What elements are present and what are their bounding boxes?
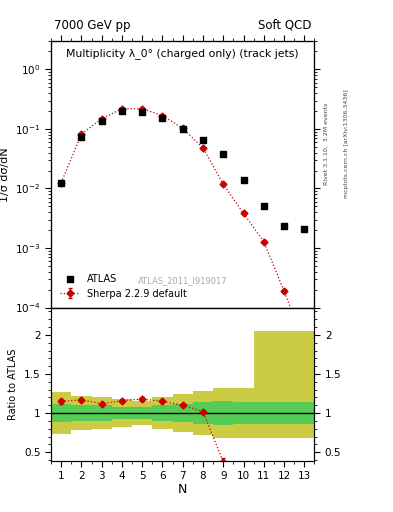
Legend: ATLAS, Sherpa 2.2.9 default: ATLAS, Sherpa 2.2.9 default <box>56 270 191 303</box>
Y-axis label: Ratio to ATLAS: Ratio to ATLAS <box>9 349 18 420</box>
ATLAS <box>200 136 206 144</box>
Text: mcplots.cern.ch [arXiv:1306.3436]: mcplots.cern.ch [arXiv:1306.3436] <box>344 89 349 198</box>
ATLAS <box>281 222 287 230</box>
ATLAS <box>78 133 84 141</box>
Text: ATLAS_2011_I919017: ATLAS_2011_I919017 <box>138 276 228 285</box>
ATLAS <box>180 125 186 133</box>
ATLAS <box>119 107 125 115</box>
ATLAS <box>159 114 165 122</box>
ATLAS <box>58 179 64 187</box>
ATLAS <box>139 108 145 116</box>
ATLAS <box>241 176 247 184</box>
ATLAS <box>99 117 105 125</box>
Text: Rivet 3.1.10,  3.2M events: Rivet 3.1.10, 3.2M events <box>324 102 329 184</box>
Text: Multiplicity λ_0° (charged only) (track jets): Multiplicity λ_0° (charged only) (track … <box>66 48 299 58</box>
Y-axis label: 1/σ dσ/dN: 1/σ dσ/dN <box>0 147 9 202</box>
ATLAS <box>220 150 226 158</box>
ATLAS <box>261 202 267 210</box>
Text: 7000 GeV pp: 7000 GeV pp <box>54 18 130 32</box>
ATLAS <box>301 225 307 233</box>
Text: Soft QCD: Soft QCD <box>258 18 312 32</box>
X-axis label: N: N <box>178 483 187 496</box>
